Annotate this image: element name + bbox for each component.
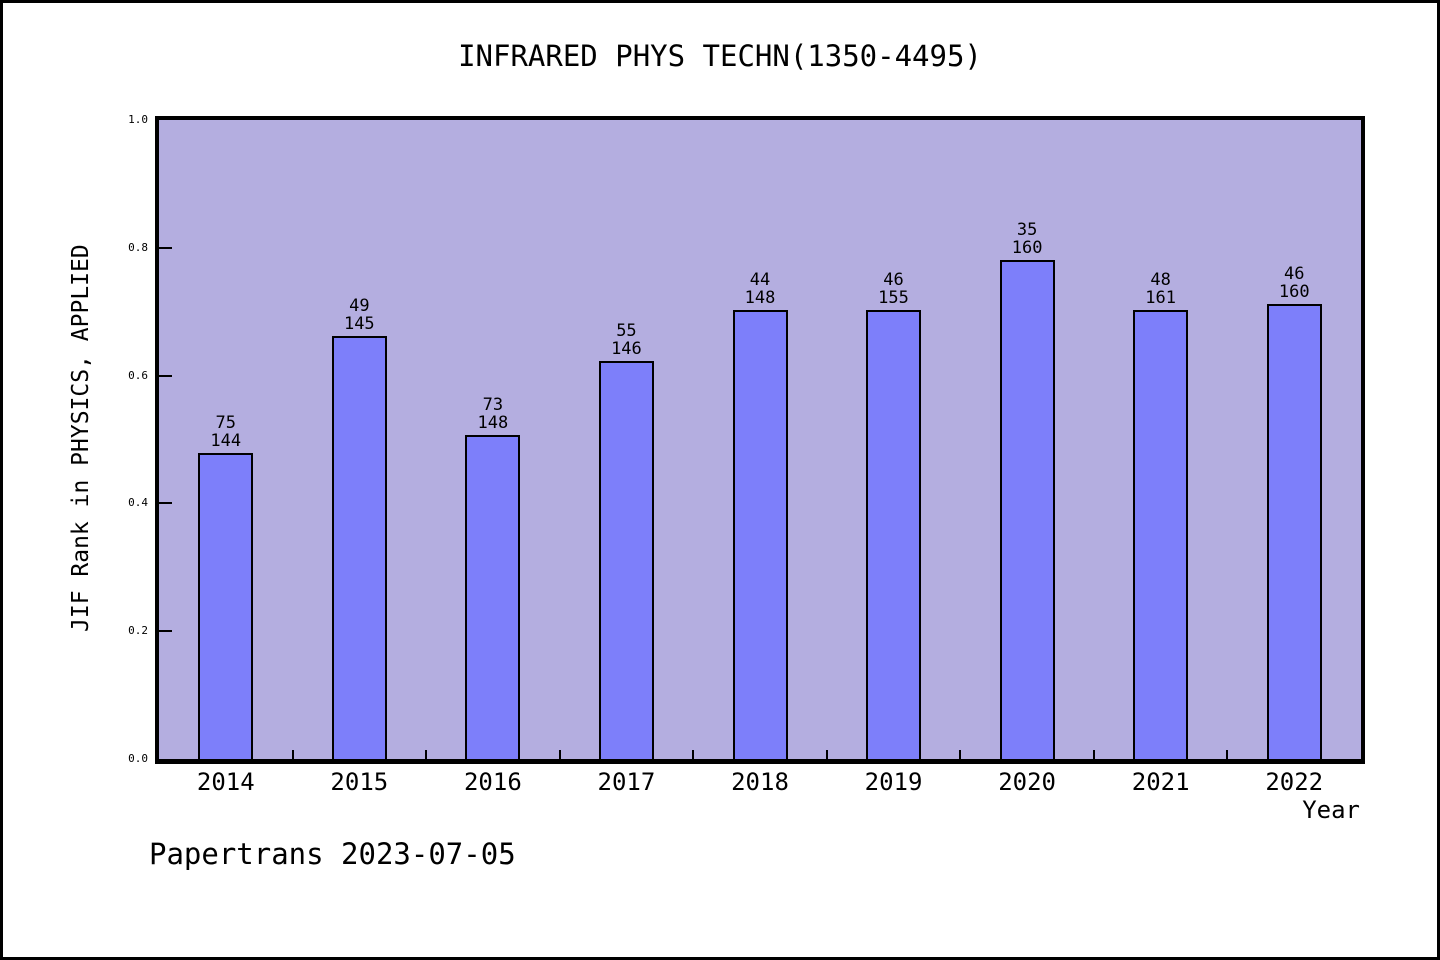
x-minor-tick-mark — [291, 750, 294, 759]
bar-rank-value: 46 — [1283, 264, 1305, 284]
bar-rank-value: 49 — [349, 296, 370, 316]
x-minor-tick-mark — [425, 750, 428, 759]
bar-value-label-2014: 75 144 — [159, 414, 293, 450]
x-minor-tick-mark — [1092, 750, 1095, 759]
y-tick-mark — [159, 246, 172, 249]
x-minor-tick-mark — [825, 750, 828, 759]
bar-total-value: 160 — [1011, 238, 1043, 258]
x-minor-tick-mark — [558, 750, 561, 759]
x-tick-label-2019: 2019 — [864, 768, 923, 796]
bar-total-value: 161 — [1145, 288, 1176, 308]
bar-value-label-2017: 55 146 — [560, 322, 694, 358]
bar-2016 — [465, 435, 521, 759]
bar-rank-value: 73 — [482, 395, 504, 415]
bar-rank-value: 48 — [1150, 270, 1171, 290]
y-tick-label-0.2: 0.2 — [128, 624, 148, 638]
x-tick-label-2015: 2015 — [330, 768, 389, 796]
bar-rank-value: 44 — [749, 270, 771, 290]
y-tick-label-0.4: 0.4 — [128, 496, 148, 510]
bar-value-label-2022: 46 160 — [1227, 265, 1361, 301]
y-axis-label: JIF Rank in PHYSICS, APPLIED — [68, 244, 94, 632]
x-tick-label-2014: 2014 — [196, 768, 255, 796]
x-tick-label-2021: 2021 — [1131, 768, 1190, 796]
bar-2020 — [999, 260, 1055, 759]
bar-2014 — [198, 453, 254, 759]
bar-value-label-2018: 44 148 — [693, 271, 827, 307]
x-tick-label-2020: 2020 — [998, 768, 1056, 796]
x-tick-label-2016: 2016 — [463, 768, 522, 796]
bar-total-value: 148 — [477, 413, 509, 433]
bar-value-label-2020: 35 160 — [960, 221, 1094, 257]
bar-2021 — [1133, 310, 1189, 759]
bar-rank-value: 75 — [215, 413, 237, 433]
y-tick-label-0.6: 0.6 — [128, 368, 148, 382]
x-tick-label-2022: 2022 — [1265, 768, 1324, 796]
bar-total-value: 155 — [878, 288, 909, 308]
bar-2018 — [732, 310, 788, 759]
bar-total-value: 148 — [744, 288, 776, 308]
bar-2019 — [866, 310, 922, 759]
bar-rank-value: 46 — [883, 270, 904, 290]
bar-value-label-2015: 49 145 — [293, 297, 427, 333]
x-minor-tick-mark — [692, 750, 695, 759]
bar-total-value: 144 — [210, 431, 242, 451]
bar-value-label-2019: 46 155 — [827, 271, 961, 307]
watermark-text: Papertrans 2023-07-05 — [149, 837, 516, 871]
y-tick-label-0.8: 0.8 — [128, 240, 148, 254]
bar-2022 — [1266, 304, 1322, 759]
y-tick-mark — [159, 374, 172, 377]
bar-value-label-2016: 73 148 — [426, 396, 560, 432]
x-tick-label-2017: 2017 — [597, 768, 656, 796]
chart-title: INFRARED PHYS TECHN(1350-4495) — [458, 39, 982, 73]
bar-value-label-2021: 48 161 — [1094, 271, 1228, 307]
y-tick-label-1.0: 1.0 — [128, 113, 148, 126]
x-tick-label-2018: 2018 — [731, 768, 789, 796]
y-tick-mark — [159, 630, 172, 633]
bar-rank-value: 55 — [616, 321, 637, 341]
x-axis-label: Year — [1302, 796, 1360, 824]
bar-2015 — [331, 336, 387, 759]
y-tick-label-0.0: 0.0 — [128, 752, 148, 765]
bar-total-value: 160 — [1278, 282, 1310, 302]
x-minor-tick-mark — [1226, 750, 1229, 759]
plot-area: 75 144 49 145 73 148 55 146 44 148 46 155 35 160 48 161… — [155, 116, 1365, 764]
bar-total-value: 146 — [611, 339, 642, 359]
bar-rank-value: 35 — [1016, 220, 1038, 240]
x-minor-tick-mark — [959, 750, 962, 759]
y-tick-mark — [159, 502, 172, 505]
bar-2017 — [598, 361, 654, 759]
bar-total-value: 145 — [343, 314, 375, 334]
